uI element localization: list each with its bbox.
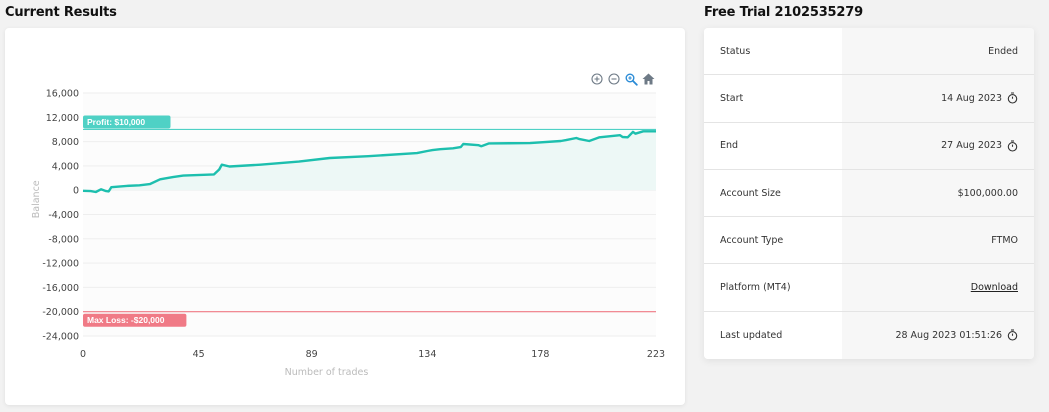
x-tick-label: 89	[306, 349, 318, 360]
zoom-select-icon[interactable]	[624, 72, 638, 86]
account-info-card: Status Ended Start 14 Aug 2023 End 27 Aug 202…	[704, 28, 1034, 360]
balance-line	[82, 130, 656, 194]
chart-toolbar	[590, 72, 655, 86]
y-tick-label: -12,000	[42, 259, 79, 270]
y-tick-label: 16,000	[46, 89, 79, 100]
y-axis-title: Balance	[31, 180, 42, 218]
info-label: Account Size	[704, 169, 842, 217]
balance-area	[83, 131, 656, 192]
info-label: Account Type	[704, 217, 842, 264]
y-tick-label: 8,000	[52, 137, 79, 148]
x-tick-label: 45	[193, 349, 205, 360]
info-value-text: Ended	[988, 45, 1018, 57]
y-tick-label: -8,000	[48, 234, 79, 245]
y-tick-label: 4,000	[52, 161, 79, 172]
svg-text:Max Loss: -$20,000: Max Loss: -$20,000	[87, 315, 165, 325]
free-trial-title: Free Trial 2102535279	[704, 5, 863, 20]
info-label: Last updated	[704, 311, 842, 360]
info-value: $100,000.00	[842, 169, 1034, 217]
info-value-text: 14 Aug 2023	[941, 92, 1002, 104]
info-row-end: End 27 Aug 2023	[704, 122, 1034, 170]
balance-chart[interactable]: 16,000 12,000 8,000 4,000 0 -4,000 -8,000 -12,0…	[5, 28, 685, 405]
info-row-account-type: Account Type FTMO	[704, 217, 1034, 265]
info-row-platform-mt4: Platform (MT4) Download	[704, 264, 1034, 312]
y-tick-label: 0	[73, 186, 79, 197]
info-label: Platform (MT4)	[704, 264, 842, 311]
zoom-in-icon[interactable]	[590, 72, 604, 86]
x-tick-label: 134	[418, 349, 436, 360]
stopwatch-icon	[1007, 140, 1018, 152]
x-axis-title: Number of trades	[285, 367, 369, 378]
info-row-status: Status Ended	[704, 28, 1034, 76]
info-value: 28 Aug 2023 01:51:26	[842, 311, 1034, 360]
balance-chart-card: 16,000 12,000 8,000 4,000 0 -4,000 -8,000 -12,0…	[5, 28, 685, 405]
info-value-text: 28 Aug 2023 01:51:26	[895, 329, 1002, 341]
zoom-out-icon[interactable]	[607, 72, 621, 86]
info-label: Status	[704, 28, 842, 75]
info-label: Start	[704, 75, 842, 122]
info-value: Download	[842, 264, 1034, 311]
info-value: 27 Aug 2023	[842, 122, 1034, 169]
y-tick-label: -20,000	[42, 307, 79, 318]
info-value: 14 Aug 2023	[842, 75, 1034, 122]
x-tick-label: 223	[647, 349, 665, 360]
info-value-text: 27 Aug 2023	[941, 140, 1002, 152]
info-label: End	[704, 122, 842, 169]
x-tick-label: 178	[531, 349, 549, 360]
x-tick-label: 0	[80, 349, 86, 360]
y-tick-label: -16,000	[42, 283, 79, 294]
y-tick-label: -24,000	[42, 332, 79, 343]
download-platform-link[interactable]: Download	[970, 282, 1018, 294]
info-value-text: FTMO	[991, 234, 1018, 246]
info-value: FTMO	[842, 217, 1034, 264]
svg-text:Profit: $10,000: Profit: $10,000	[87, 117, 145, 127]
stopwatch-icon	[1007, 92, 1018, 104]
home-reset-icon[interactable]	[641, 72, 655, 86]
info-row-account-size: Account Size $100,000.00	[704, 169, 1034, 218]
info-value: Ended	[842, 28, 1034, 75]
stopwatch-icon	[1007, 329, 1018, 341]
y-tick-label: 12,000	[46, 113, 79, 124]
y-tick-label: -4,000	[48, 210, 79, 221]
max-loss-label: Max Loss: -$20,000	[83, 313, 187, 327]
info-row-last-updated: Last updated 28 Aug 2023 01:51:26	[704, 311, 1034, 360]
info-row-start: Start 14 Aug 2023	[704, 75, 1034, 123]
profit-target-label: Profit: $10,000	[83, 115, 171, 129]
info-value-text: $100,000.00	[957, 187, 1018, 199]
current-results-title: Current Results	[5, 5, 117, 20]
